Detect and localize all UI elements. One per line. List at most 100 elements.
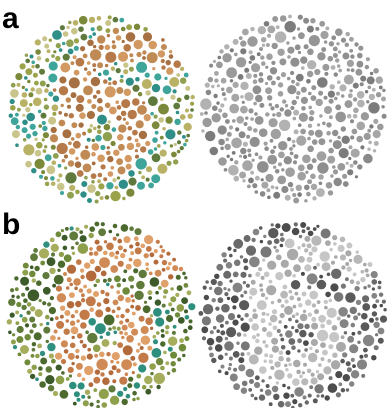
background-dot bbox=[165, 116, 173, 124]
figure-dot bbox=[121, 39, 125, 44]
background-dot bbox=[229, 279, 233, 283]
figure-dot bbox=[111, 309, 116, 314]
figure-dot bbox=[115, 100, 119, 104]
background-dot bbox=[297, 192, 302, 197]
figure-dot bbox=[91, 161, 96, 166]
background-dot bbox=[45, 366, 53, 373]
background-dot bbox=[298, 403, 303, 408]
background-dot bbox=[45, 314, 50, 320]
figure-dot bbox=[137, 342, 141, 346]
figure-dot bbox=[117, 134, 124, 141]
figure-dot bbox=[123, 44, 131, 52]
background-dot bbox=[242, 280, 247, 285]
figure-dot bbox=[56, 142, 68, 155]
background-dot bbox=[27, 368, 33, 374]
background-dot bbox=[307, 136, 311, 141]
background-dot bbox=[268, 227, 279, 239]
figure-dot bbox=[316, 151, 327, 162]
figure-dot bbox=[93, 291, 99, 297]
background-dot bbox=[229, 157, 234, 162]
figure-dot bbox=[91, 104, 97, 109]
figure-dot bbox=[110, 285, 114, 289]
figure-dot bbox=[355, 250, 359, 254]
figure-dot bbox=[97, 106, 104, 113]
background-dot bbox=[8, 113, 13, 118]
figure-dot bbox=[145, 246, 152, 252]
background-dot bbox=[363, 286, 367, 290]
background-dot bbox=[225, 320, 229, 325]
figure-dot bbox=[55, 352, 63, 360]
background-dot bbox=[9, 98, 15, 105]
background-dot bbox=[271, 385, 279, 393]
background-dot bbox=[273, 393, 280, 400]
background-dot bbox=[249, 55, 256, 61]
background-dot bbox=[338, 307, 348, 317]
background-dot bbox=[372, 130, 381, 139]
background-dot bbox=[375, 92, 382, 98]
figure-dot bbox=[119, 320, 124, 325]
background-dot bbox=[266, 188, 271, 193]
background-dot bbox=[254, 381, 261, 389]
background-dot bbox=[116, 283, 122, 288]
figure-dot bbox=[325, 240, 331, 247]
background-dot bbox=[356, 91, 365, 99]
background-dot bbox=[46, 49, 51, 54]
figure-dot bbox=[143, 114, 151, 122]
figure-dot bbox=[152, 67, 156, 71]
background-dot bbox=[329, 84, 335, 90]
background-dot bbox=[87, 332, 98, 344]
background-dot bbox=[259, 191, 266, 197]
figure-dot bbox=[268, 359, 273, 364]
background-dot bbox=[209, 352, 214, 358]
background-dot bbox=[240, 322, 250, 332]
figure-dot bbox=[74, 286, 78, 291]
figure-dot bbox=[332, 46, 338, 52]
background-dot bbox=[27, 79, 31, 84]
background-dot bbox=[15, 124, 21, 130]
figure-dot bbox=[82, 77, 88, 82]
figure-dot bbox=[77, 372, 82, 378]
background-dot bbox=[170, 287, 174, 291]
background-dot bbox=[371, 292, 378, 299]
figure-dot bbox=[310, 372, 315, 377]
background-dot bbox=[176, 285, 183, 292]
background-dot bbox=[134, 290, 144, 300]
background-dot bbox=[88, 232, 94, 239]
figure-dot bbox=[328, 344, 334, 350]
background-dot bbox=[108, 327, 112, 331]
background-dot bbox=[96, 25, 103, 32]
figure-dot bbox=[256, 300, 267, 311]
background-dot bbox=[170, 94, 176, 100]
background-dot bbox=[16, 301, 22, 308]
background-dot bbox=[307, 179, 313, 185]
background-dot bbox=[182, 271, 186, 276]
figure-dot bbox=[75, 57, 85, 67]
figure-dot bbox=[138, 130, 148, 140]
figure-dot bbox=[104, 86, 116, 98]
background-dot bbox=[286, 76, 291, 81]
background-dot bbox=[47, 342, 56, 352]
figure-dot bbox=[97, 35, 106, 44]
figure-dot bbox=[275, 272, 284, 281]
background-dot bbox=[173, 142, 177, 147]
figure-dot bbox=[320, 30, 329, 40]
figure-dot bbox=[250, 117, 254, 121]
figure-dot bbox=[78, 122, 84, 128]
figure-dot bbox=[122, 117, 126, 121]
background-dot bbox=[379, 315, 388, 323]
figure-dot bbox=[149, 252, 155, 258]
background-dot bbox=[352, 113, 358, 119]
background-dot bbox=[349, 344, 359, 354]
background-dot bbox=[159, 97, 164, 101]
figure-dot bbox=[318, 90, 324, 96]
background-dot bbox=[24, 323, 30, 328]
background-dot bbox=[41, 170, 46, 175]
figure-dot bbox=[132, 98, 140, 106]
figure-dot bbox=[269, 138, 274, 143]
background-dot bbox=[240, 352, 245, 357]
background-dot bbox=[300, 222, 307, 228]
background-dot bbox=[248, 50, 253, 55]
background-dot bbox=[179, 146, 184, 151]
background-dot bbox=[306, 191, 311, 197]
figure-dot bbox=[304, 248, 309, 253]
